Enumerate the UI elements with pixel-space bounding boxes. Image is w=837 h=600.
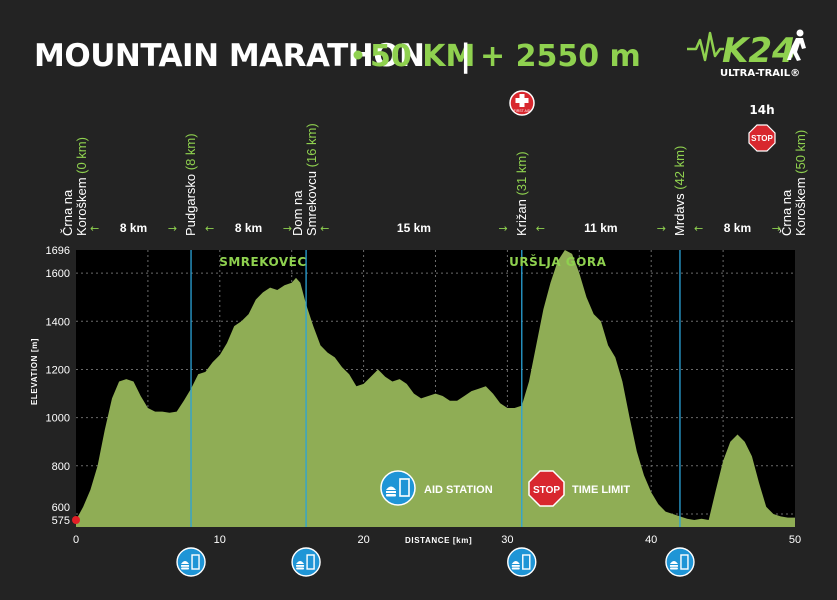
station-km: (0 km) <box>74 137 89 174</box>
segment-distance: 8 km <box>724 221 751 235</box>
stop-sign-icon <box>528 470 565 507</box>
legend-time-limit: STOP TIME LIMIT <box>528 470 630 507</box>
station-name-line2: Koroškem (0 km) <box>74 137 89 236</box>
station-name-line2: Koroškem (50 km) <box>793 130 808 236</box>
x-tick-label: 30 <box>501 534 513 546</box>
first-aid-marker: FIRST AID <box>509 90 535 116</box>
arrow-right-icon: → <box>168 222 177 235</box>
x-tick-label: 50 <box>789 534 801 546</box>
peak-label: SMREKOVEC <box>219 255 306 269</box>
station-km: (16 km) <box>304 123 319 167</box>
time-limit-marker: 14h STOP <box>748 103 776 152</box>
k24-logo: K24 ULTRA-TRAIL® <box>687 29 806 79</box>
logo-name: K24 <box>722 31 796 71</box>
segment-distance: 15 km <box>397 221 431 235</box>
segment-labels: ← 8 km → ← 8 km → ← 15 km → ← 11 km → ← 8 km → <box>90 221 781 235</box>
time-limit-sign-text: STOP <box>751 134 773 143</box>
arrow-left-icon: ← <box>320 222 329 235</box>
food-drink-icon <box>380 470 416 506</box>
segment-distance: 11 km <box>584 221 617 235</box>
segment-label: ← 15 km → <box>320 221 508 235</box>
station-label: Mrdavs (42 km) <box>672 146 687 236</box>
race-title: MOUNTAIN MARATHON <box>34 38 425 74</box>
runner-logo-icon <box>787 29 806 61</box>
x-tick-label: 10 <box>214 534 226 546</box>
header: MOUNTAIN MARATHON 50 KM | + 2550 m <box>34 38 641 74</box>
peak-label: URŠLJA GORA <box>509 254 606 269</box>
y-tick-label: 1000 <box>46 413 70 425</box>
arrow-left-icon: ← <box>694 222 703 235</box>
food-drink-icon <box>507 547 537 577</box>
start-point-marker <box>72 516 80 524</box>
y-axis-title: ELEVATION [m] <box>30 338 39 405</box>
station-name-line1: Dom na <box>290 190 305 236</box>
title-dot-icon <box>353 50 363 60</box>
x-tick-label: 20 <box>357 534 369 546</box>
y-tick-label: 600 <box>52 502 70 514</box>
food-drink-icon <box>665 547 695 577</box>
x-axis-ticks: 0 10 20 30 40 50 <box>73 534 801 546</box>
y-tick-label: 1696 <box>46 245 70 257</box>
y-tick-label: 800 <box>52 461 70 473</box>
stop-sign-icon <box>748 124 776 152</box>
y-tick-label: 1200 <box>46 364 70 376</box>
station-km: (50 km) <box>793 130 808 174</box>
segment-label: ← 8 km → <box>694 221 781 235</box>
segment-label: ← 8 km → <box>205 221 292 235</box>
station-km: (31 km) <box>514 151 529 195</box>
station-name-line1: Črna na <box>779 189 794 236</box>
station-km: (8 km) <box>183 133 198 170</box>
legend-aid-station: AID STATION <box>380 470 493 506</box>
segment-distance: 8 km <box>235 221 262 235</box>
plot-area <box>72 250 795 527</box>
race-elevation-gain: + 2550 m <box>480 39 641 74</box>
station-label: Dom na Smrekovcu (16 km) <box>290 123 319 236</box>
legend: AID STATION STOP TIME LIMIT <box>380 470 630 507</box>
station-lines <box>190 250 681 527</box>
station-name-line2: Smrekovcu (16 km) <box>304 123 319 236</box>
station-km: (42 km) <box>672 146 687 190</box>
legend-aid-label: AID STATION <box>424 484 493 496</box>
arrow-left-icon: ← <box>536 222 545 235</box>
station-labels: Črna na Koroškem (0 km)Pudgarsko (8 km)Do… <box>60 123 808 236</box>
peak-labels: SMREKOVEC URŠLJA GORA <box>219 254 606 269</box>
elevation-profile-area <box>76 250 795 527</box>
heartbeat-logo-icon <box>687 31 724 62</box>
station-label: Črna na Koroškem (0 km) <box>60 137 89 236</box>
segment-label: ← 11 km → <box>536 221 666 235</box>
logo-subtitle: ULTRA-TRAIL® <box>720 68 800 79</box>
arrow-right-icon: → <box>657 222 666 235</box>
y-tick-label: 575 <box>52 515 70 527</box>
station-name-line1: Črna na <box>60 189 75 236</box>
aid-station-icons <box>176 547 695 577</box>
segment-distance: 8 km <box>120 221 147 235</box>
arrow-right-icon: → <box>283 222 292 235</box>
segment-label: ← 8 km → <box>90 221 177 235</box>
title-separator: | <box>460 38 471 74</box>
station-label: Križan (31 km) <box>514 151 529 236</box>
arrow-left-icon: ← <box>205 222 214 235</box>
first-aid-label: FIRST AID <box>514 109 531 113</box>
station-label: Pudgarsko (8 km) <box>183 133 198 236</box>
arrow-right-icon: → <box>772 222 781 235</box>
x-axis-title: DISTANCE [km] <box>405 536 472 545</box>
x-tick-label: 0 <box>73 534 79 546</box>
food-drink-icon <box>176 547 206 577</box>
legend-time-limit-label: TIME LIMIT <box>572 484 630 496</box>
race-distance: 50 KM <box>370 39 475 74</box>
station-name-line2: Križan (31 km) <box>514 151 529 236</box>
station-name-line2: Pudgarsko (8 km) <box>183 133 198 236</box>
arrow-left-icon: ← <box>90 222 99 235</box>
time-limit-hours: 14h <box>749 103 774 117</box>
food-drink-icon <box>291 547 321 577</box>
y-tick-label: 1400 <box>46 316 70 328</box>
y-tick-label: 1600 <box>46 268 70 280</box>
station-name-line2: Mrdavs (42 km) <box>672 146 687 236</box>
arrow-right-icon: → <box>499 222 508 235</box>
legend-stop-text: STOP <box>533 485 560 496</box>
station-label: Črna na Koroškem (50 km) <box>779 130 808 236</box>
x-tick-label: 40 <box>645 534 657 546</box>
